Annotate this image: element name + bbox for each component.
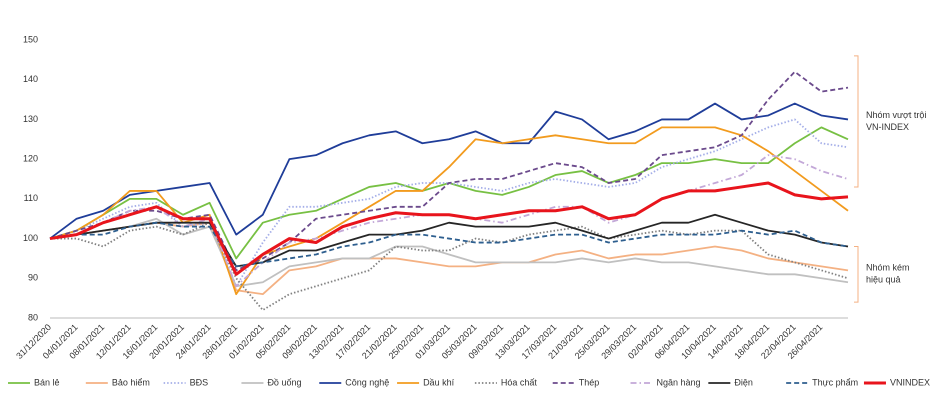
- y-tick-label: 110: [24, 193, 38, 203]
- legend-label: Đồ uống: [267, 377, 301, 387]
- legend-label: Thép: [579, 377, 600, 387]
- legend-label: Ngân hàng: [657, 377, 701, 387]
- series-line: [50, 221, 849, 311]
- y-tick-label: 140: [23, 74, 38, 84]
- y-tick-label: 120: [23, 154, 38, 164]
- y-tick-label: 90: [28, 273, 38, 283]
- series-line: [49, 213, 849, 268]
- series-line: [49, 221, 849, 268]
- annotation: VN-INDEX: [866, 122, 909, 132]
- annotation: hiệu quả: [866, 275, 901, 285]
- legend-label: Thực phẩm: [812, 377, 858, 387]
- legend-label: BĐS: [190, 377, 209, 387]
- legend-label: Bảo hiểm: [112, 377, 150, 387]
- series-line: [49, 181, 849, 276]
- bracket: [854, 246, 859, 303]
- series-line: [49, 217, 849, 288]
- series-line: [49, 70, 849, 272]
- series-line: [49, 118, 849, 288]
- y-tick-label: 150: [23, 34, 38, 44]
- legend-label: Hóa chất: [501, 377, 538, 387]
- legend-label: VNINDEX: [890, 377, 930, 387]
- legend-label: Bán lẻ: [34, 377, 60, 387]
- legend-label: Công nghệ: [345, 377, 389, 387]
- series-line: [49, 102, 849, 240]
- legend-label: Dầu khí: [423, 377, 455, 387]
- y-tick-label: 130: [23, 114, 38, 124]
- annotation: Nhóm kém: [866, 263, 910, 273]
- annotation: Nhóm vượt trội: [866, 110, 926, 120]
- bracket: [854, 55, 859, 188]
- y-tick-label: 80: [28, 312, 38, 322]
- legend-label: Điện: [734, 377, 753, 387]
- y-tick-label: 100: [23, 233, 38, 243]
